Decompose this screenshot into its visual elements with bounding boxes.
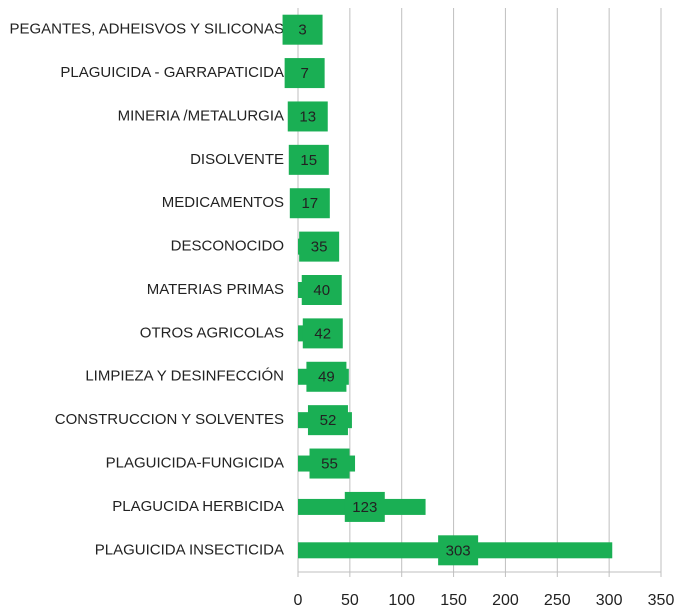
y-tick-label: PLAGUICIDA - GARRAPATICIDA (60, 64, 284, 81)
x-tick-label: 250 (544, 592, 571, 609)
value-label-box (344, 491, 385, 522)
x-tick-label: 300 (596, 592, 623, 609)
y-tick-label: CONSTRUCCION Y SOLVENTES (55, 411, 284, 428)
value-label-box (282, 14, 323, 45)
x-tick-label: 150 (440, 592, 467, 609)
value-label-box (307, 405, 348, 436)
x-tick-label: 0 (294, 592, 303, 609)
y-tick-label: PLAGUICIDA-FUNGICIDA (106, 455, 284, 472)
value-label-box (302, 318, 343, 349)
value-label-box (309, 448, 350, 479)
y-tick-label: PEGANTES, ADHEISVOS Y SILICONAS (9, 21, 284, 38)
value-label: 17 (301, 195, 318, 212)
value-label: 15 (300, 152, 317, 169)
y-tick-label: MATERIAS PRIMAS (147, 281, 284, 298)
value-label-box (306, 361, 347, 392)
x-tick-label: 200 (492, 592, 519, 609)
value-label-box (438, 535, 479, 566)
value-label-box (299, 231, 340, 262)
y-tick-label: MINERIA /METALURGIA (118, 107, 284, 124)
value-label-box (288, 144, 329, 175)
value-label-box (287, 101, 328, 132)
x-tick-label: 50 (341, 592, 359, 609)
value-label: 7 (300, 65, 308, 82)
y-tick-label: LIMPIEZA Y DESINFECCIÓN (85, 368, 284, 385)
x-tick-label: 100 (388, 592, 415, 609)
value-label: 3 (298, 22, 306, 39)
x-tick-label: 350 (648, 592, 675, 609)
value-label: 35 (311, 239, 328, 256)
y-tick-label: OTROS AGRICOLAS (140, 324, 284, 341)
value-label-box (284, 58, 325, 89)
value-label: 42 (314, 325, 331, 342)
y-tick-label: MEDICAMENTOS (162, 194, 284, 211)
value-label: 13 (299, 108, 316, 125)
value-label: 123 (352, 499, 377, 516)
value-label-box (301, 275, 342, 305)
value-label: 52 (320, 412, 337, 429)
y-tick-label: DESCONOCIDO (171, 238, 284, 255)
y-tick-label: PLAGUCIDA HERBICIDA (112, 498, 284, 515)
value-label-box (289, 188, 330, 219)
value-label: 55 (321, 456, 338, 473)
value-label: 49 (318, 369, 335, 386)
y-tick-label: DISOLVENTE (190, 151, 284, 168)
y-tick-label: PLAGUICIDA INSECTICIDA (95, 541, 284, 558)
value-label: 40 (313, 282, 330, 299)
value-label: 303 (446, 542, 471, 559)
